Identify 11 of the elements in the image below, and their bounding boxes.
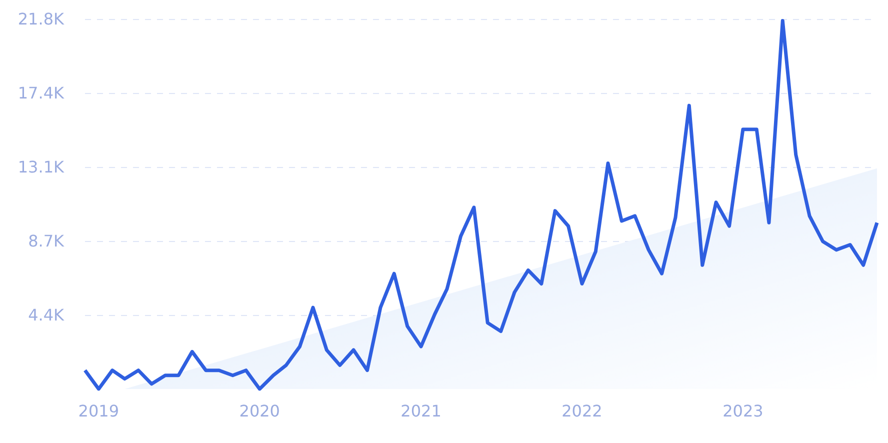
y-tick-label: 17.4K (18, 84, 64, 102)
x-tick-label: 2021 (400, 402, 442, 420)
y-tick-label: 4.4K (28, 306, 65, 324)
y-tick-label: 21.8K (18, 10, 64, 28)
x-tick-label: 2023 (722, 402, 764, 420)
y-tick-label: 13.1K (18, 158, 64, 176)
x-tick-label: 2020 (239, 402, 280, 420)
x-tick-label: 2019 (78, 402, 120, 420)
line-series (83, 18, 879, 391)
x-tick-label: 2022 (562, 402, 602, 420)
y-tick-label: 8.7K (28, 232, 65, 250)
